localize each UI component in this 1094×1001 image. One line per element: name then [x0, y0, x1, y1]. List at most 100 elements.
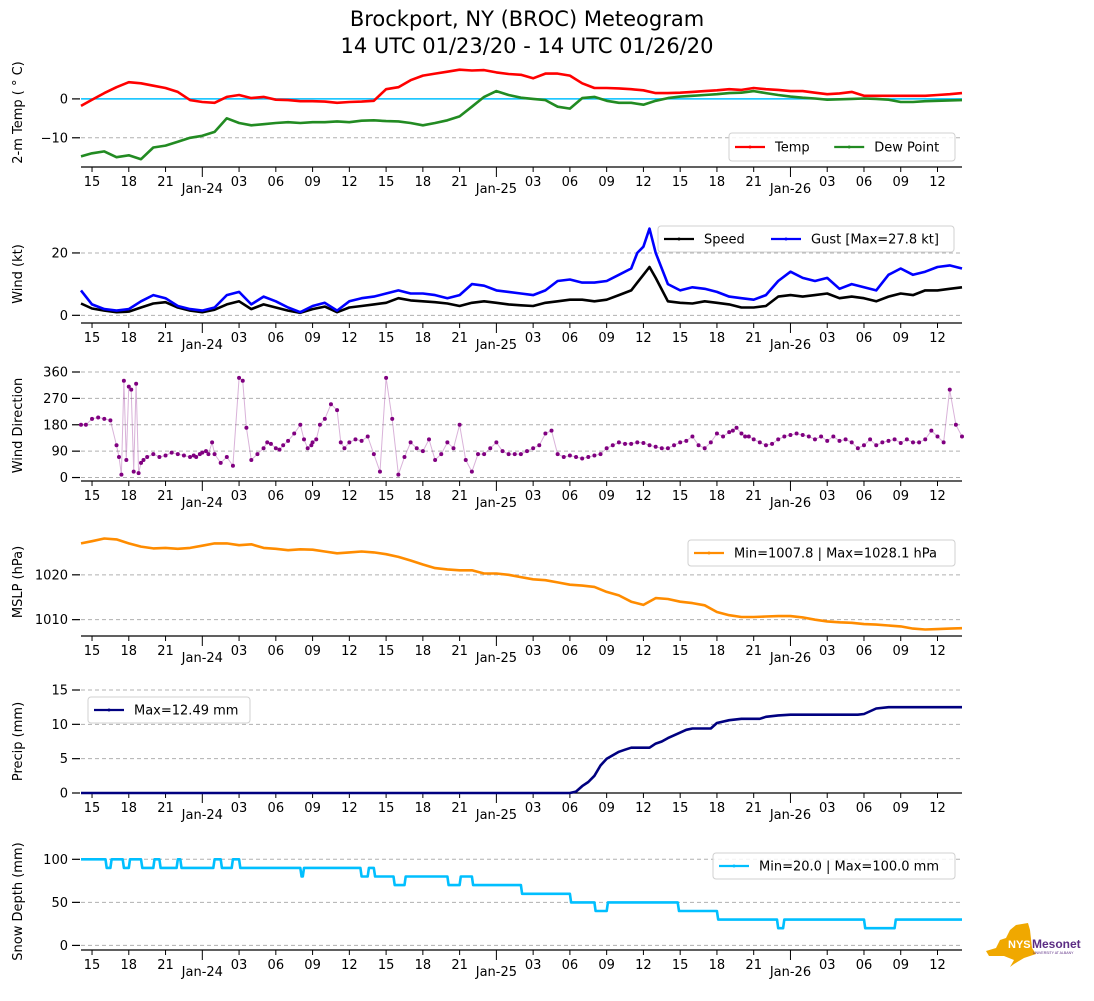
y-axis-label: Wind (kt)	[11, 244, 26, 304]
x-tick-label: 12	[341, 175, 358, 190]
x-tick-label: 18	[415, 958, 432, 973]
wind-direction-point	[420, 449, 425, 454]
wind-direction-point	[224, 455, 229, 460]
panel-mslp: 1010 1020 MSLP (hPa) 15 18 21 03 06 09 12 15 18 21 03…	[11, 537, 963, 666]
legend-marker	[677, 237, 681, 241]
wind-direction-point	[635, 440, 640, 445]
wind-direction-point	[240, 378, 245, 383]
wind-direction-point	[261, 446, 266, 451]
wind-direction-point	[843, 437, 848, 442]
wind-direction-point	[659, 446, 664, 451]
x-tick-label: 15	[378, 801, 395, 816]
wind-direction-point	[929, 428, 934, 433]
x-tick-label: 21	[451, 801, 468, 816]
x-tick-label: 12	[929, 958, 946, 973]
wind-direction-point	[690, 434, 695, 439]
wind-direction-point	[953, 422, 958, 427]
x-tick-label: 06	[268, 958, 285, 973]
x-tick-label: 15	[378, 644, 395, 659]
wind-direction-point	[175, 452, 180, 457]
x-tick-label: 03	[231, 331, 248, 346]
legend-mslp: Min=1007.8 | Max=1028.1 hPa	[687, 539, 956, 567]
wind-direction-point	[353, 437, 358, 442]
wind-direction-point	[457, 422, 462, 427]
wind-direction-point	[616, 440, 621, 445]
wind-direction-point	[347, 440, 352, 445]
x-tick-label: 15	[672, 331, 689, 346]
legend-label: Min=1007.8 | Max=1028.1 hPa	[734, 547, 937, 562]
x-tick-label: 18	[121, 331, 138, 346]
x-tick-label: 09	[598, 489, 615, 504]
legend-label: Max=12.49 mm	[134, 704, 238, 719]
x-tick-label: 12	[341, 489, 358, 504]
x-tick-label: 12	[341, 644, 358, 659]
wind-direction-point	[788, 433, 793, 438]
x-tick-label: 12	[929, 175, 946, 190]
wind-direction-point	[402, 455, 407, 460]
legend-label: Dew Point	[874, 141, 939, 156]
wind-direction-point	[317, 422, 322, 427]
series-line-speed	[80, 265, 963, 315]
y-axis-label: Precip (mm)	[11, 702, 26, 781]
wind-direction-point	[831, 434, 836, 439]
wind-direction-point	[623, 441, 628, 446]
x-tick-label: 12	[341, 958, 358, 973]
x-tick-label: 06	[268, 175, 285, 190]
logo-university-text: UNIVERSITY AT ALBANY	[1033, 951, 1074, 955]
wind-direction-point	[292, 431, 297, 436]
wind-direction-point	[855, 446, 860, 451]
wind-direction-point	[708, 440, 713, 445]
wind-direction-point	[126, 384, 131, 389]
chart-title-line1: Brockport, NY (BROC) Meteogram	[349, 7, 705, 31]
x-tick-label: 09	[304, 489, 321, 504]
wind-direction-point	[531, 446, 536, 451]
wind-direction-point	[714, 431, 719, 436]
wind-direction-point	[904, 437, 909, 442]
x-tick-label: 12	[341, 801, 358, 816]
y-axis-label: 2-m Temp ( ° C)	[11, 61, 26, 164]
x-tick-label: 15	[378, 489, 395, 504]
wind-direction-point	[157, 455, 162, 460]
x-tick-label: 15	[672, 958, 689, 973]
x-tick-label: 15	[378, 331, 395, 346]
wind-direction-point	[574, 455, 579, 460]
x-tick-label: 03	[525, 801, 542, 816]
x-tick-label: 03	[819, 644, 836, 659]
wind-direction-point	[338, 440, 343, 445]
x-tick-label: 15	[378, 958, 395, 973]
x-tick-label: 12	[635, 331, 652, 346]
wind-direction-point	[653, 444, 658, 449]
x-tick-label: 12	[929, 644, 946, 659]
x-tick-label: 12	[635, 644, 652, 659]
x-tick-label: 21	[451, 958, 468, 973]
x-tick-label: 09	[304, 644, 321, 659]
wind-direction-point	[825, 438, 830, 443]
x-tick-label: 03	[525, 331, 542, 346]
x-tick-label: 21	[157, 801, 174, 816]
x-tick-label: 21	[157, 958, 174, 973]
wind-direction-point	[102, 416, 107, 421]
x-tick-label: 21	[451, 331, 468, 346]
wind-direction-point	[384, 375, 389, 380]
wind-direction-point	[124, 457, 129, 462]
wind-direction-point	[277, 447, 282, 452]
wind-direction-point	[244, 425, 249, 430]
x-tick-label: 21	[451, 489, 468, 504]
wind-direction-point	[868, 437, 873, 442]
wind-direction-point	[743, 434, 748, 439]
x-tick-label: 06	[562, 175, 579, 190]
wind-direction-point	[665, 446, 670, 451]
legend-marker	[107, 708, 111, 712]
wind-direction-point	[923, 437, 928, 442]
y-tick-label: 0	[60, 92, 68, 107]
wind-direction-point	[181, 453, 186, 458]
y-axis-label: MSLP (hPa)	[11, 546, 26, 618]
wind-direction-point	[886, 438, 891, 443]
x-tick-label: 21	[745, 489, 762, 504]
x-tick-label: 18	[121, 801, 138, 816]
wind-direction-point	[941, 440, 946, 445]
nys-mesonet-logo: NYS Mesonet UNIVERSITY AT ALBANY	[986, 923, 1081, 967]
wind-direction-point	[592, 453, 597, 458]
x-tick-label: 21	[745, 175, 762, 190]
wind-direction-point	[739, 431, 744, 436]
